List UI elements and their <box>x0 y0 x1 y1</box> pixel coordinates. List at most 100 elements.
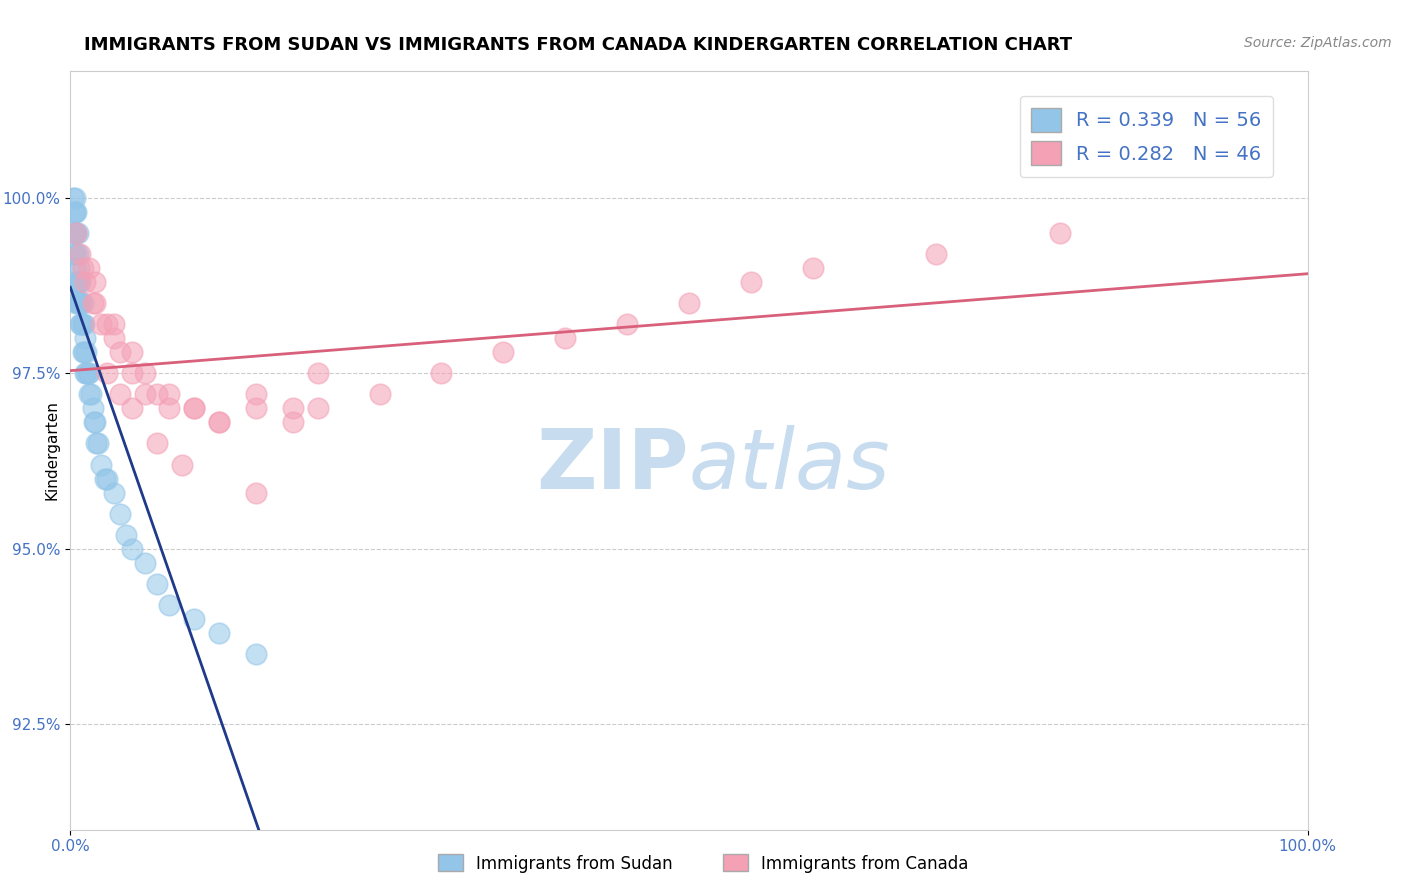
Point <box>62 191 84 205</box>
Point <box>121 541 143 556</box>
Point <box>103 485 125 500</box>
Point <box>134 556 156 570</box>
Point <box>90 458 112 472</box>
Point <box>94 471 117 485</box>
Point <box>90 317 112 331</box>
Point <box>368 387 391 401</box>
Point <box>82 401 104 416</box>
Text: ZIP: ZIP <box>537 425 689 506</box>
Point <box>96 366 118 380</box>
Point <box>70 317 93 331</box>
Point <box>115 527 138 541</box>
Point <box>75 331 97 345</box>
Point <box>66 275 89 289</box>
Point <box>83 416 105 430</box>
Point <box>84 436 107 450</box>
Point <box>554 331 576 345</box>
Point <box>245 485 267 500</box>
Point <box>80 387 103 401</box>
Point <box>67 275 90 289</box>
Point <box>157 387 180 401</box>
Point <box>65 226 87 240</box>
Point <box>77 387 100 401</box>
Point <box>75 366 97 380</box>
Point <box>183 401 205 416</box>
Text: IMMIGRANTS FROM SUDAN VS IMMIGRANTS FROM CANADA KINDERGARTEN CORRELATION CHART: IMMIGRANTS FROM SUDAN VS IMMIGRANTS FROM… <box>84 36 1073 54</box>
Point <box>1049 226 1071 240</box>
Point <box>67 296 90 310</box>
Point <box>492 345 515 359</box>
Point <box>108 387 131 401</box>
Point <box>72 317 94 331</box>
Point <box>69 317 91 331</box>
Point <box>121 345 143 359</box>
Point <box>208 626 231 640</box>
Point <box>678 296 700 310</box>
Point <box>65 260 87 275</box>
Point <box>77 366 100 380</box>
Point <box>75 366 97 380</box>
Point <box>134 387 156 401</box>
Point <box>84 275 107 289</box>
Legend: R = 0.339   N = 56, R = 0.282   N = 46: R = 0.339 N = 56, R = 0.282 N = 46 <box>1019 96 1272 177</box>
Point <box>63 226 86 240</box>
Point <box>108 345 131 359</box>
Point <box>307 366 329 380</box>
Point <box>208 416 231 430</box>
Text: Source: ZipAtlas.com: Source: ZipAtlas.com <box>1244 36 1392 50</box>
Point <box>65 204 87 219</box>
Point <box>121 401 143 416</box>
Point <box>430 366 453 380</box>
Point <box>281 401 304 416</box>
Point <box>245 647 267 661</box>
Point <box>69 296 91 310</box>
Point <box>121 366 143 380</box>
Point <box>740 275 762 289</box>
Point <box>245 401 267 416</box>
Point <box>77 260 100 275</box>
Y-axis label: Kindergarten: Kindergarten <box>44 401 59 500</box>
Point <box>69 247 91 261</box>
Point <box>72 296 94 310</box>
Point <box>69 275 91 289</box>
Point <box>925 247 948 261</box>
Point <box>66 296 89 310</box>
Point <box>63 204 86 219</box>
Text: atlas: atlas <box>689 425 890 506</box>
Point <box>281 416 304 430</box>
Point <box>96 471 118 485</box>
Point <box>82 296 104 310</box>
Point <box>72 345 94 359</box>
Point <box>84 416 107 430</box>
Point <box>103 331 125 345</box>
Point <box>170 458 193 472</box>
Point <box>157 401 180 416</box>
Point <box>96 317 118 331</box>
Point <box>65 226 87 240</box>
Point <box>84 296 107 310</box>
Legend: Immigrants from Sudan, Immigrants from Canada: Immigrants from Sudan, Immigrants from C… <box>432 847 974 880</box>
Point <box>65 275 87 289</box>
Point <box>65 247 87 261</box>
Point <box>108 507 131 521</box>
Point <box>146 436 169 450</box>
Point <box>65 226 87 240</box>
Point <box>146 577 169 591</box>
Point <box>75 275 97 289</box>
Point <box>245 387 267 401</box>
Point <box>307 401 329 416</box>
Point <box>72 260 94 275</box>
Point <box>75 345 97 359</box>
Point <box>183 612 205 626</box>
Point <box>70 296 93 310</box>
Point <box>66 226 89 240</box>
Point <box>86 436 108 450</box>
Point <box>157 598 180 612</box>
Point <box>65 204 87 219</box>
Point <box>63 247 86 261</box>
Point <box>65 296 87 310</box>
Point <box>65 191 87 205</box>
Point <box>208 416 231 430</box>
Point <box>66 247 89 261</box>
Point <box>73 345 96 359</box>
